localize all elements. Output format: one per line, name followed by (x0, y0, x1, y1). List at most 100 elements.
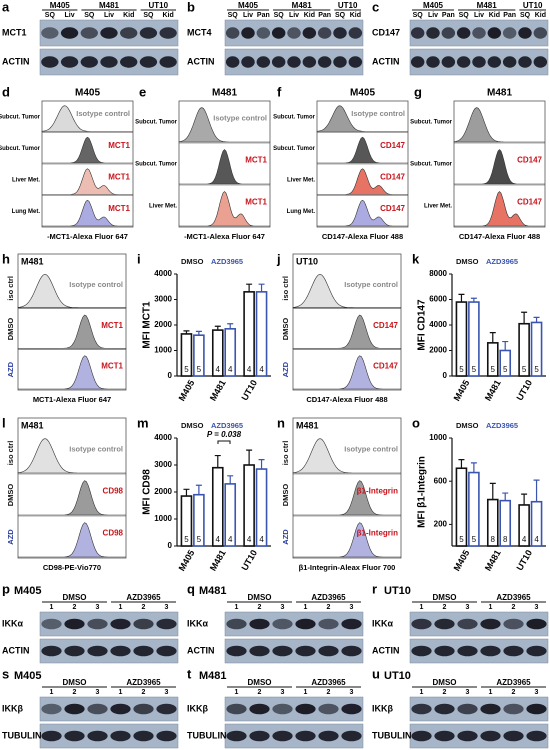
significance-bracket (217, 440, 231, 444)
marker-label: Isotype control (69, 280, 123, 289)
blot-band (80, 56, 98, 68)
lane-label: 3 (535, 604, 539, 611)
panel-letter: u (372, 666, 380, 681)
marker-label: Isotype control (213, 114, 267, 123)
bar (255, 291, 268, 377)
y-tick-label: 0 (168, 541, 173, 550)
marker-label: Isotype control (69, 445, 123, 454)
blot-band (487, 56, 502, 68)
histogram-curve (42, 136, 133, 164)
n-label: 4 (247, 365, 252, 374)
row-label: AZD (6, 361, 15, 377)
n-label: 5 (184, 535, 189, 544)
error-bar (183, 488, 190, 497)
marker-label: Isotype control (76, 109, 130, 118)
row-label: Subcut. Tumor (273, 114, 316, 120)
blot-band (456, 56, 471, 68)
blot-band (457, 618, 478, 630)
blot-band (503, 730, 524, 742)
histogram-x-label: CD147-Alexa Fluor 488 (306, 395, 387, 404)
blot-band (100, 56, 118, 68)
marker-label: β1-Integrin (357, 529, 398, 538)
blot-band (333, 56, 347, 68)
blot-band (526, 618, 547, 630)
histogram-x-label: -MCT1-Alexa Fluor 647 (47, 232, 128, 241)
blot-strip (409, 611, 549, 637)
row-label: Lung Met. (287, 209, 316, 215)
panel-letter: p (2, 581, 10, 596)
blot-band (226, 730, 247, 742)
lane-label: 2 (443, 689, 447, 696)
blot-band (41, 703, 62, 715)
group-label: DMSO (63, 593, 87, 602)
histogram-title: M481 (487, 88, 512, 99)
n-label: 4 (228, 535, 233, 544)
lane-label: 2 (443, 604, 447, 611)
histogram-curve (18, 522, 126, 558)
n-label: 4 (228, 365, 233, 374)
marker-label: CD147 (517, 156, 542, 165)
row-label: DMSO (6, 318, 15, 341)
row-label: Lung Met. (12, 209, 41, 215)
row-label: DMSO (6, 484, 15, 507)
blot-band (503, 703, 524, 715)
histogram-frame (17, 253, 127, 391)
blot-row-label: CD147 (372, 27, 400, 37)
row-label: iso ctrl (6, 276, 15, 301)
blot-title: UT10 (384, 670, 411, 682)
lane-label: 2 (73, 689, 77, 696)
panel-letter: n (277, 415, 285, 430)
row-label: Subcut. Tumor (135, 162, 178, 168)
blot-band (502, 27, 517, 39)
legend-label: AZD3965 (486, 257, 518, 266)
blot-band (318, 645, 339, 657)
y-tick-label: 1000 (154, 514, 172, 523)
lane-label: Liv (243, 12, 253, 19)
blot-band (87, 703, 108, 715)
bar (243, 464, 255, 547)
blot-band (226, 618, 247, 630)
histogram-curve (292, 314, 402, 349)
blot-band (120, 56, 138, 68)
blot-band (333, 27, 347, 39)
group-label: UT10 (338, 1, 358, 10)
y-tick-label: 0 (443, 371, 448, 380)
blot-band (318, 703, 339, 715)
marker-label: CD147 (373, 362, 398, 371)
blot-band (226, 703, 247, 715)
marker-label: CD98 (103, 529, 124, 538)
lane-label: Liv (428, 12, 438, 19)
x-tick-label: M481 (483, 378, 503, 402)
lane-label: SQ (459, 12, 470, 19)
panel-letter: f (277, 84, 282, 99)
row-label: iso ctrl (281, 276, 290, 301)
x-tick-label: M481 (483, 548, 503, 572)
blot-band (271, 56, 286, 68)
error-bar (470, 462, 477, 473)
lane-label: 2 (258, 604, 262, 611)
blot-band (249, 730, 270, 742)
y-tick-label: 4000 (154, 433, 172, 442)
blot-row-label: MCT1 (2, 27, 27, 37)
error-bar (246, 449, 253, 465)
blot-band (41, 56, 59, 68)
blot-band (341, 618, 362, 630)
blot-strip (224, 611, 364, 637)
lane-label: SQ (228, 12, 239, 19)
legend-label: AZD3965 (211, 257, 243, 266)
y-axis-label: MFI CD98 (142, 469, 153, 515)
histogram-curve (316, 105, 408, 132)
blot-strip (39, 638, 179, 664)
blot-band (159, 27, 177, 39)
blot-band (533, 56, 548, 68)
blot-band (271, 27, 286, 39)
group-label: DMSO (248, 678, 272, 687)
blot-title: M481 (199, 670, 227, 682)
blot-band (480, 730, 501, 742)
blot-band (348, 27, 363, 39)
lane-label: SQ (45, 12, 56, 19)
blot-band (503, 618, 524, 630)
blot-band (241, 27, 255, 39)
group-label: AZD3965 (311, 678, 346, 687)
blot-band (487, 27, 502, 39)
